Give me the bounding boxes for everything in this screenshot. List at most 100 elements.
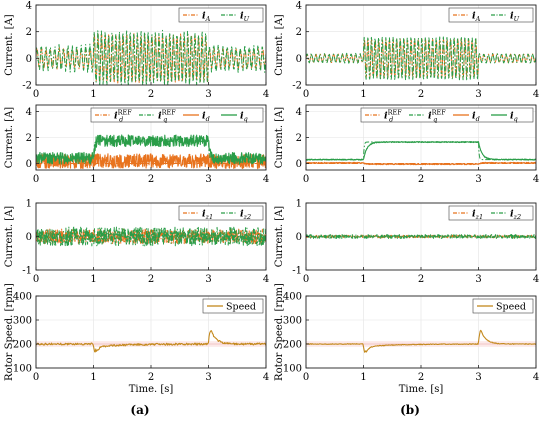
y-tick-label: 0 <box>26 159 32 170</box>
x-tick-label: 1 <box>360 372 366 383</box>
legend-label: iz1 <box>472 209 483 222</box>
legend-label: iREF q <box>158 109 176 124</box>
legend-label: iA <box>202 11 211 24</box>
y-tick-label: 4 <box>296 1 302 12</box>
y-tick-label: 0 <box>26 232 32 243</box>
series-line-speed <box>306 329 536 353</box>
legend-label: Speed <box>226 302 256 313</box>
x-tick-label: 4 <box>533 89 539 100</box>
x-tick-label: 4 <box>263 274 269 285</box>
y-axis-label: Current. [A] <box>274 206 285 268</box>
series-line-i-u <box>36 29 266 85</box>
plot-area <box>36 134 266 170</box>
x-axis-label: Time. [s] <box>399 384 444 395</box>
x-tick-label: 3 <box>475 174 481 185</box>
y-tick-label: 2 <box>296 133 302 144</box>
x-tick-label: 4 <box>263 174 269 185</box>
legend: Speed <box>472 298 534 314</box>
legend: iREF d iREF q id iq <box>360 107 534 124</box>
legend-label: iREF d <box>384 109 402 124</box>
x-tick-label: 1 <box>360 174 366 185</box>
legend-label: iz2 <box>510 209 521 222</box>
y-tick-label: 300 <box>13 316 32 327</box>
y-tick-label: 300 <box>283 316 302 327</box>
y-tick-label: -1 <box>292 266 302 277</box>
panel-caption-b: (b) <box>400 403 420 417</box>
legend-label: iREF q <box>428 109 446 124</box>
legend-label: iA <box>472 11 481 24</box>
x-tick-label: 0 <box>303 274 309 285</box>
legend-item: id <box>453 111 480 124</box>
y-axis-label: Current. [A] <box>4 206 15 268</box>
x-tick-label: 4 <box>263 89 269 100</box>
x-tick-label: 4 <box>533 372 539 383</box>
x-tick-label: 3 <box>205 372 211 383</box>
x-tick-label: 0 <box>303 372 309 383</box>
y-tick-label: 0 <box>296 54 302 65</box>
series-line-i-q <box>36 134 266 165</box>
legend-item: iq <box>491 111 518 124</box>
legend: iA iU <box>178 7 264 24</box>
x-tick-label: 2 <box>148 372 154 383</box>
legend-label: iz1 <box>202 209 213 222</box>
legend-item: iz2 <box>221 209 251 222</box>
y-tick-label: 0 <box>296 232 302 243</box>
legend-item: iU <box>221 11 250 24</box>
plot-area <box>306 36 536 81</box>
legend-label: id <box>202 111 210 124</box>
y-tick-label: 1 <box>296 199 302 210</box>
x-tick-label: 2 <box>148 89 154 100</box>
legend-label: iq <box>510 111 518 124</box>
y-axis-label: Current. [A] <box>274 14 285 76</box>
y-tick-label: 200 <box>283 340 302 351</box>
x-tick-label: 2 <box>418 174 424 185</box>
x-tick-label: 1 <box>90 174 96 185</box>
legend-box <box>472 298 534 314</box>
subplot-a2: 0 1 2 3 4 0 2 4 Current. [A] iREF d iREF q id iq <box>4 104 269 185</box>
y-tick-label: -2 <box>292 81 302 92</box>
legend-item: iU <box>491 11 520 24</box>
legend-label: iU <box>510 11 520 24</box>
legend-item: iA <box>453 11 481 24</box>
x-tick-label: 3 <box>475 89 481 100</box>
x-tick-label: 0 <box>303 89 309 100</box>
x-tick-label: 3 <box>205 274 211 285</box>
legend-item: iREF d <box>95 109 132 124</box>
legend-label: iU <box>240 11 250 24</box>
series-line-speed <box>36 330 266 353</box>
x-tick-label: 1 <box>90 372 96 383</box>
x-tick-label: 3 <box>475 274 481 285</box>
x-tick-label: 1 <box>90 89 96 100</box>
y-tick-label: 100 <box>283 364 302 375</box>
y-tick-label: 400 <box>283 292 302 303</box>
x-tick-label: 1 <box>90 274 96 285</box>
x-tick-label: 3 <box>475 372 481 383</box>
x-tick-label: 1 <box>360 89 366 100</box>
legend-box <box>90 107 264 123</box>
x-tick-label: 4 <box>533 174 539 185</box>
legend-item: iREF q <box>139 109 176 124</box>
y-tick-label: 4 <box>296 107 302 118</box>
series-line-i-z2 <box>306 233 536 239</box>
y-tick-label: -1 <box>22 266 32 277</box>
legend: iz1 iz2 <box>178 205 264 222</box>
x-tick-label: 1 <box>360 274 366 285</box>
plot-area <box>36 330 266 353</box>
legend-item: iq <box>221 111 248 123</box>
y-tick-label: 400 <box>13 292 32 303</box>
legend-label: id <box>472 111 480 124</box>
legend-box <box>202 298 264 314</box>
x-tick-label: 3 <box>205 174 211 185</box>
legend-label: iz2 <box>240 209 251 222</box>
plot-area <box>36 29 266 85</box>
y-tick-label: 4 <box>26 1 32 12</box>
legend: iA iU <box>448 7 534 24</box>
legend-item: iz1 <box>453 209 483 222</box>
legend: Speed <box>202 298 264 314</box>
